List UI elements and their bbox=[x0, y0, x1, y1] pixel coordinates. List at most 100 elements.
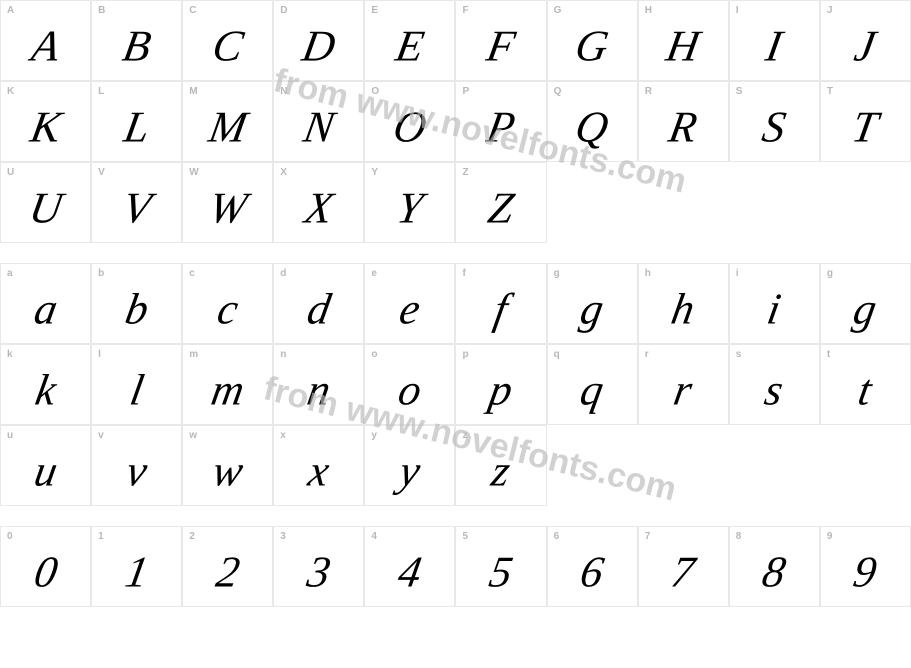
glyph-cell: 88 bbox=[729, 526, 820, 607]
empty-cell bbox=[547, 162, 638, 243]
glyph-cell: 11 bbox=[91, 526, 182, 607]
cell-glyph: y bbox=[396, 445, 425, 496]
cell-glyph: p bbox=[486, 364, 517, 415]
cell-glyph: G bbox=[572, 20, 613, 71]
empty-cell bbox=[638, 162, 729, 243]
cell-glyph: 0 bbox=[30, 546, 61, 597]
glyph-cell: yy bbox=[364, 425, 455, 506]
glyph-cell: 99 bbox=[820, 526, 911, 607]
cell-label: w bbox=[189, 430, 197, 441]
glyph-cell: BB bbox=[91, 0, 182, 81]
cell-glyph: S bbox=[759, 101, 790, 152]
cell-label: k bbox=[7, 349, 13, 360]
glyph-cell: mm bbox=[182, 344, 273, 425]
cell-label: f bbox=[462, 268, 465, 279]
glyph-cell: ii bbox=[729, 263, 820, 344]
cell-glyph: r bbox=[670, 364, 696, 415]
cell-glyph: x bbox=[305, 445, 334, 496]
cell-glyph: V bbox=[119, 182, 155, 233]
cell-label: t bbox=[827, 349, 830, 360]
glyph-cell: TT bbox=[820, 81, 911, 162]
glyph-cell: ff bbox=[455, 263, 546, 344]
cell-label: 8 bbox=[736, 531, 742, 542]
glyph-cell: oo bbox=[364, 344, 455, 425]
glyph-cell: PP bbox=[455, 81, 546, 162]
empty-cell bbox=[547, 425, 638, 506]
empty-cell bbox=[729, 162, 820, 243]
cell-label: i bbox=[736, 268, 739, 279]
cell-label: z bbox=[462, 430, 467, 441]
glyph-cell: ww bbox=[182, 425, 273, 506]
glyph-cell: ZZ bbox=[455, 162, 546, 243]
cell-label: M bbox=[189, 86, 197, 97]
glyph-cell: hh bbox=[638, 263, 729, 344]
cell-glyph: N bbox=[300, 101, 338, 152]
glyph-cell: 77 bbox=[638, 526, 729, 607]
cell-glyph: 9 bbox=[850, 546, 881, 597]
cell-label: V bbox=[98, 167, 105, 178]
glyph-cell: RR bbox=[638, 81, 729, 162]
cell-label: S bbox=[736, 86, 743, 97]
cell-label: 3 bbox=[280, 531, 286, 542]
cell-glyph: F bbox=[483, 20, 519, 71]
cell-label: 1 bbox=[98, 531, 104, 542]
glyph-cell: dd bbox=[273, 263, 364, 344]
cell-label: 9 bbox=[827, 531, 833, 542]
cell-glyph: g bbox=[850, 283, 881, 334]
glyph-cell: pp bbox=[455, 344, 546, 425]
cell-label: m bbox=[189, 349, 198, 360]
cell-glyph: U bbox=[25, 182, 66, 233]
empty-cell bbox=[820, 425, 911, 506]
glyph-cell: xx bbox=[273, 425, 364, 506]
cell-glyph: J bbox=[851, 20, 880, 71]
glyph-cell: cc bbox=[182, 263, 273, 344]
cell-label: o bbox=[371, 349, 377, 360]
cell-label: b bbox=[98, 268, 104, 279]
cell-label: W bbox=[189, 167, 198, 178]
cell-glyph: b bbox=[121, 283, 152, 334]
glyph-cell: nn bbox=[273, 344, 364, 425]
cell-label: h bbox=[645, 268, 651, 279]
cell-label: c bbox=[189, 268, 195, 279]
cell-glyph: M bbox=[205, 101, 251, 152]
character-map-grid: AABBCCDDEEFFGGHHIIJJKKLLMMNNOOPPQQRRSSTT… bbox=[0, 0, 911, 607]
cell-label: 7 bbox=[645, 531, 651, 542]
cell-label: K bbox=[7, 86, 14, 97]
cell-label: l bbox=[98, 349, 101, 360]
cell-glyph: R bbox=[665, 101, 701, 152]
glyph-cell: 66 bbox=[547, 526, 638, 607]
cell-label: 2 bbox=[189, 531, 195, 542]
cell-glyph: f bbox=[490, 283, 511, 334]
cell-glyph: Q bbox=[572, 101, 613, 152]
empty-cell bbox=[638, 425, 729, 506]
glyph-cell: zz bbox=[455, 425, 546, 506]
cell-label: s bbox=[736, 349, 742, 360]
glyph-cell: YY bbox=[364, 162, 455, 243]
cell-label: v bbox=[98, 430, 104, 441]
empty-cell bbox=[729, 425, 820, 506]
glyph-cell: bb bbox=[91, 263, 182, 344]
glyph-cell: 22 bbox=[182, 526, 273, 607]
cell-glyph: 5 bbox=[486, 546, 517, 597]
cell-glyph: K bbox=[26, 101, 64, 152]
cell-glyph: 7 bbox=[668, 546, 699, 597]
cell-glyph: d bbox=[303, 283, 334, 334]
cell-label: F bbox=[462, 5, 468, 16]
cell-glyph: B bbox=[119, 20, 155, 71]
glyph-cell: FF bbox=[455, 0, 546, 81]
cell-glyph: 8 bbox=[759, 546, 790, 597]
glyph-cell: vv bbox=[91, 425, 182, 506]
cell-glyph: v bbox=[122, 445, 151, 496]
glyph-cell: LL bbox=[91, 81, 182, 162]
cell-label: P bbox=[462, 86, 469, 97]
cell-label: n bbox=[280, 349, 286, 360]
cell-label: G bbox=[554, 5, 562, 16]
cell-glyph: t bbox=[855, 364, 876, 415]
glyph-cell: tt bbox=[820, 344, 911, 425]
glyph-cell: gg bbox=[820, 263, 911, 344]
cell-label: A bbox=[7, 5, 14, 16]
glyph-cell: CC bbox=[182, 0, 273, 81]
glyph-cell: SS bbox=[729, 81, 820, 162]
cell-glyph: 2 bbox=[212, 546, 243, 597]
glyph-cell: qq bbox=[547, 344, 638, 425]
